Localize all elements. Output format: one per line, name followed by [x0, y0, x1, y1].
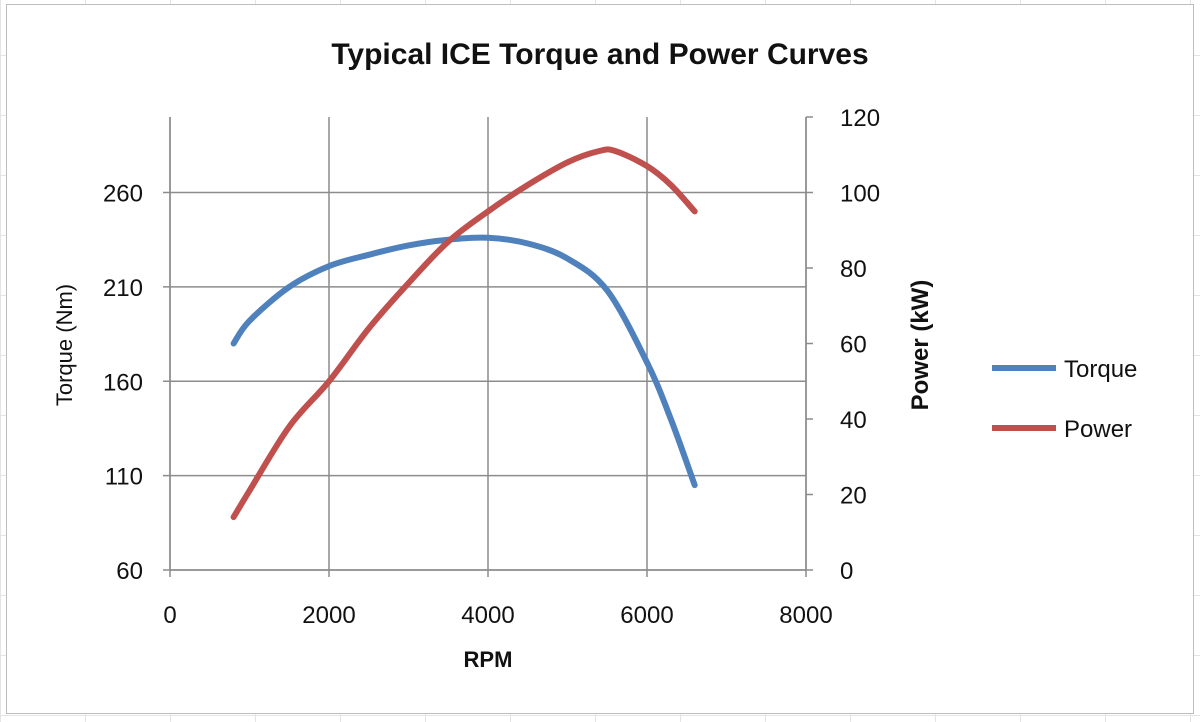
series-line-power	[230, 146, 698, 521]
chart-frame[interactable]	[6, 4, 1194, 714]
y2-tick-label: 60	[840, 332, 867, 359]
x-tick-label: 8000	[779, 602, 832, 629]
legend-item-power: Power	[992, 416, 1132, 443]
y-tick-label: 60	[116, 558, 143, 585]
y-tick-label: 260	[103, 181, 143, 208]
y2-tick-label: 100	[840, 181, 880, 208]
series-lines	[230, 146, 698, 521]
legend-item-torque: Torque	[992, 356, 1137, 383]
y2-tick-label: 80	[840, 256, 867, 283]
x-tick-label: 0	[163, 602, 176, 629]
y2-tick-label: 40	[840, 407, 867, 434]
y2-tick-label: 0	[840, 558, 853, 585]
chart-title: Typical ICE Torque and Power Curves	[331, 38, 868, 71]
axes: 0 2000 4000 6000 8000 60 110 160 210 260 0 20 40 60 80…	[103, 105, 880, 629]
y-tick-label: 110	[105, 464, 143, 491]
y-tick-label: 210	[103, 275, 143, 302]
legend-label-torque: Torque	[1064, 356, 1137, 383]
y2-tick-label: 120	[840, 105, 880, 132]
x-tick-label: 4000	[461, 602, 514, 629]
y2-tick-label: 20	[840, 483, 867, 510]
y2-axis-title: Power (kW)	[907, 280, 934, 411]
y-axis-title: Torque (Nm)	[52, 284, 77, 406]
x-tick-label: 6000	[620, 602, 673, 629]
x-axis-title: RPM	[464, 647, 513, 672]
gridlines	[169, 117, 807, 571]
y-tick-label: 160	[103, 369, 143, 396]
series-line-torque	[230, 234, 698, 489]
legend-label-power: Power	[1064, 416, 1132, 443]
legend: Torque Power	[992, 356, 1137, 443]
x-tick-label: 2000	[302, 602, 355, 629]
